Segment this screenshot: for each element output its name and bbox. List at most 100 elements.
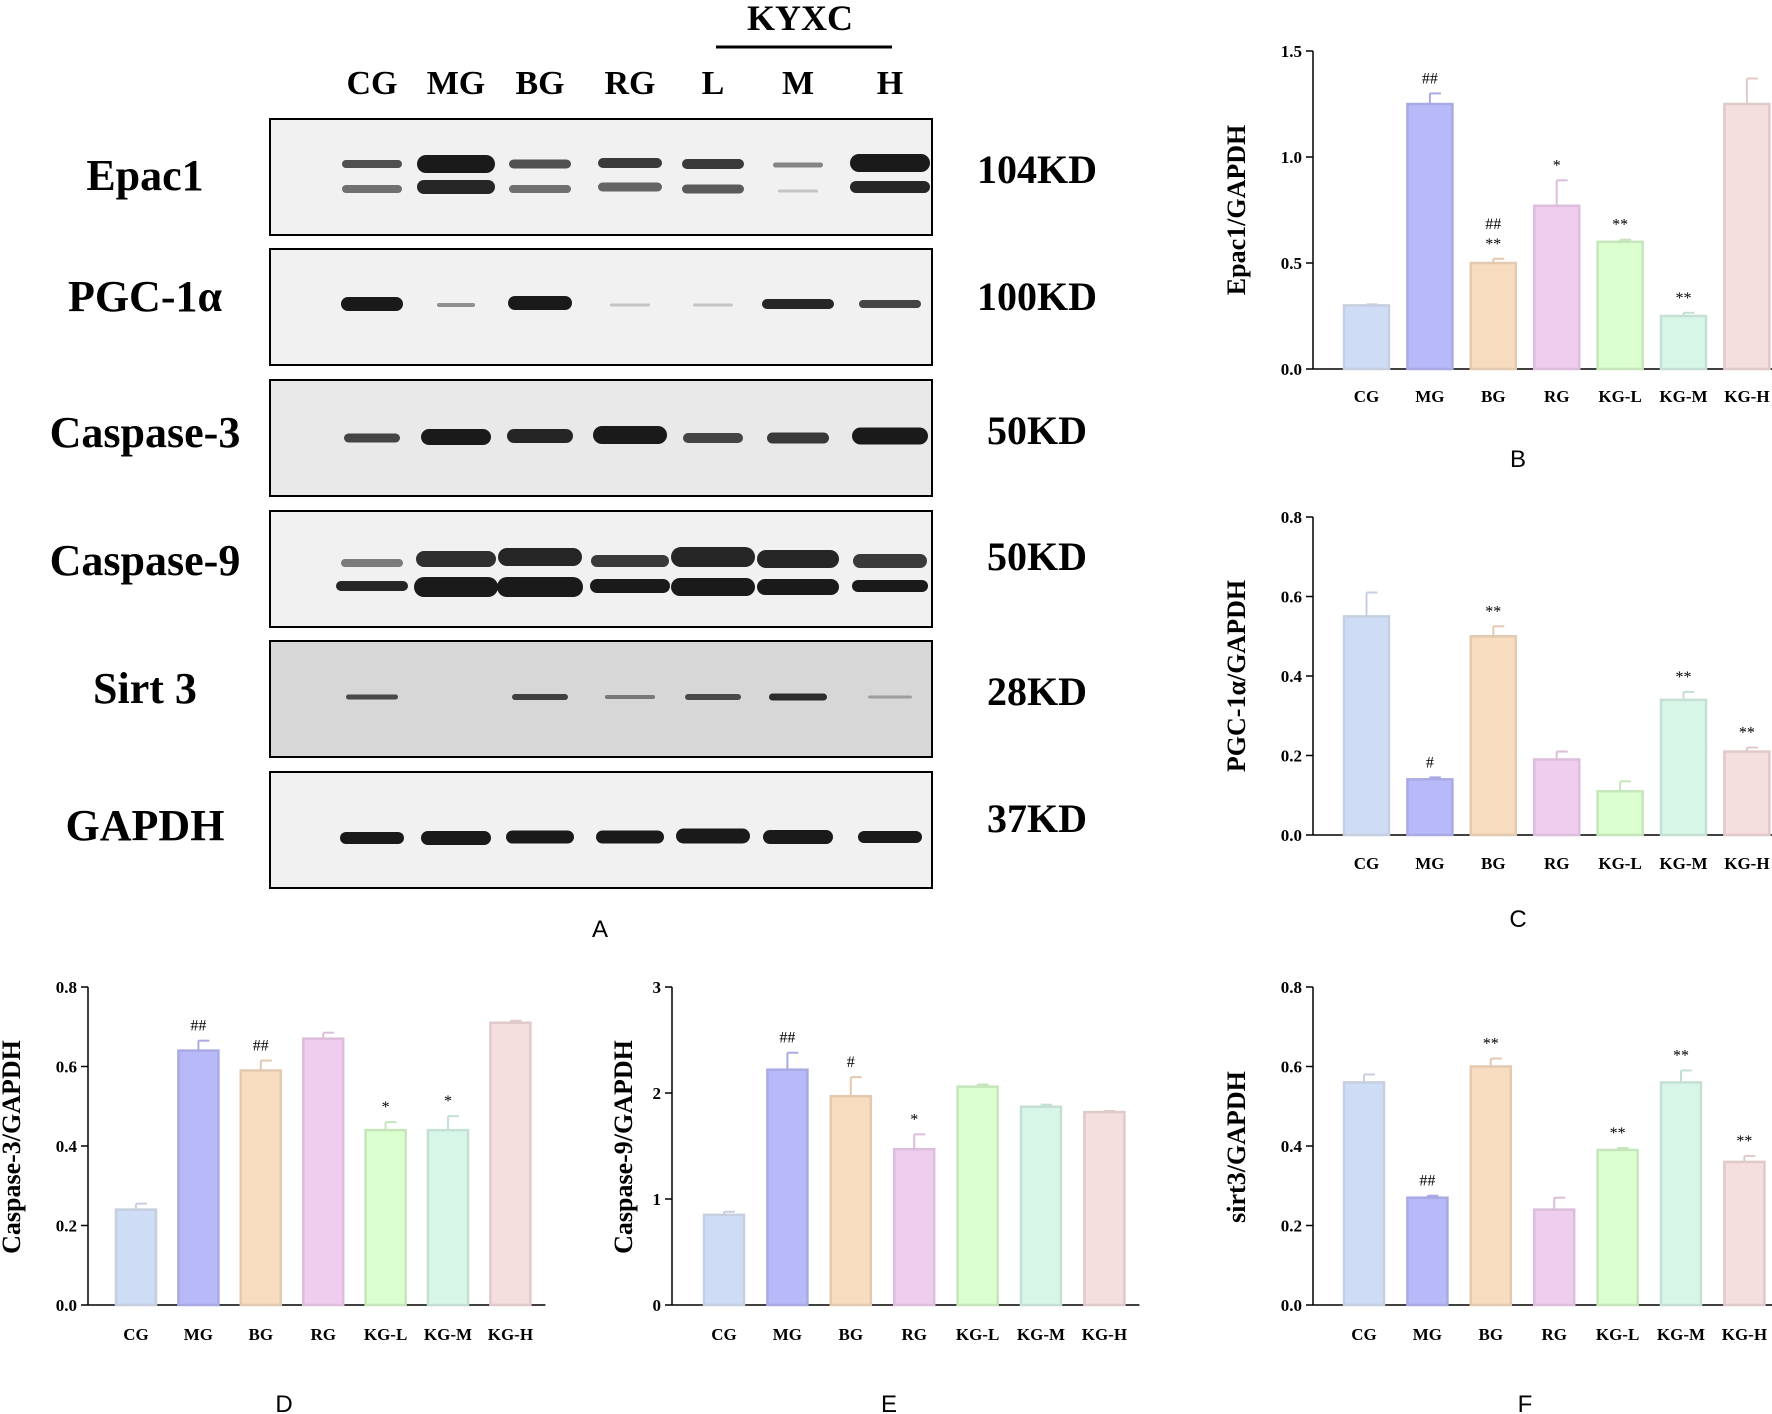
significance-mark-1-2: ** <box>1485 603 1501 620</box>
category-label-4-6: KG-H <box>1722 1325 1767 1344</box>
y-tick-label-2-2: 0.4 <box>56 1137 78 1156</box>
band-r2-l4-0 <box>683 433 743 443</box>
band-r3-l5-0 <box>757 550 839 568</box>
significance-mark-3-2: # <box>847 1054 855 1071</box>
bar-1-6 <box>1723 750 1771 837</box>
y-tick-label-1-4: 0.8 <box>1281 508 1302 527</box>
bar-1-3 <box>1532 758 1581 837</box>
y-axis-label-0: Epac1/GAPDH <box>1222 125 1251 295</box>
category-label-4-3: RG <box>1541 1325 1567 1344</box>
band-r1-l5-0 <box>762 299 834 309</box>
blot-row-2: Caspase-3 50KD <box>50 379 1087 497</box>
band-r0-l3-1 <box>598 182 662 192</box>
blot-row-0: Epac1 104KD <box>86 118 1097 236</box>
significance-mark-0-2: ## ** <box>1485 216 1501 253</box>
y-tick-label-3-2: 2 <box>653 1084 662 1103</box>
category-label-3-3: RG <box>901 1325 927 1344</box>
bar-4-0 <box>1342 1081 1386 1307</box>
lane-label-6: H <box>877 65 903 102</box>
band-r0-l1-1 <box>417 180 495 194</box>
y-axis-label-3: Caspase-9/GAPDH <box>609 1040 638 1254</box>
band-r3-l5-1 <box>757 579 839 595</box>
bar-0-6 <box>1723 102 1771 371</box>
significance-mark-4-4: ** <box>1610 1125 1626 1142</box>
band-r5-l3-0 <box>596 830 664 844</box>
bar-3-3 <box>892 1147 936 1307</box>
band-r3-l3-1 <box>590 579 670 593</box>
significance-mark-2-1: ## <box>190 1018 206 1035</box>
y-tick-label-2-3: 0.6 <box>56 1058 77 1077</box>
category-label-4-2: BG <box>1479 1325 1504 1344</box>
significance-line-1-1-0: # <box>1426 754 1434 771</box>
significance-line-2-2-0: ## <box>253 1038 269 1055</box>
category-label-4-5: KG-M <box>1657 1325 1705 1344</box>
category-label-1-3: RG <box>1544 854 1570 873</box>
significance-line-3-1-0: ## <box>779 1030 795 1047</box>
band-r1-l2-0 <box>508 296 572 310</box>
significance-mark-1-1: # <box>1426 754 1434 771</box>
category-label-0-1: MG <box>1415 387 1444 406</box>
bar-1-2 <box>1469 635 1518 837</box>
blot-frame-3 <box>269 510 933 628</box>
category-label-3-4: KG-L <box>956 1325 999 1344</box>
significance-line-3-3-0: * <box>910 1111 918 1128</box>
significance-line-0-4-0: ** <box>1612 217 1628 234</box>
bar-4-5 <box>1659 1081 1703 1307</box>
protein-label-2: Caspase-3 <box>50 408 241 457</box>
significance-line-1-6-0: ** <box>1739 725 1755 742</box>
significance-line-3-2-0: # <box>847 1054 855 1071</box>
category-label-2-6: KG-H <box>488 1325 533 1344</box>
lane-labels: CG MG BG RG L M H <box>347 65 904 102</box>
protein-label-5: GAPDH <box>66 801 225 850</box>
protein-label-0: Epac1 <box>86 151 203 200</box>
bar-0-0 <box>1342 304 1391 371</box>
band-r3-l2-0 <box>498 548 582 566</box>
bar-3-4 <box>956 1085 999 1307</box>
band-r0-l4-0 <box>682 159 744 169</box>
category-label-0-6: KG-H <box>1724 387 1769 406</box>
band-r1-l0-0 <box>341 297 403 311</box>
significance-line-4-6-0: ** <box>1736 1133 1752 1150</box>
y-tick-label-1-3: 0.6 <box>1281 588 1302 607</box>
y-tick-label-3-1: 1 <box>653 1190 662 1209</box>
band-r5-l4-0 <box>676 828 750 844</box>
bar-2-1 <box>177 1049 220 1307</box>
bar-1-4 <box>1596 790 1644 837</box>
bar-4-4 <box>1596 1148 1639 1307</box>
band-r0-l4-1 <box>682 184 744 194</box>
band-r2-l0-0 <box>344 433 400 443</box>
significance-mark-4-6: ** <box>1736 1133 1752 1150</box>
bar-1-0 <box>1342 615 1391 837</box>
band-r4-l4-0 <box>685 694 741 700</box>
significance-line-4-1-0: ## <box>1419 1173 1435 1190</box>
chart-b: 0.0 0.5 1.0 1.5 Epac1/GAPDH CG MG ## BG ## ** RG * KG… <box>1222 42 1772 473</box>
category-label-3-1: MG <box>773 1325 802 1344</box>
band-r0-l6-1 <box>850 181 930 193</box>
protein-label-4: Sirt 3 <box>93 664 197 713</box>
bar-3-2 <box>829 1094 873 1307</box>
category-label-2-5: KG-M <box>424 1325 472 1344</box>
category-label-3-6: KG-H <box>1082 1325 1127 1344</box>
category-label-0-4: KG-L <box>1598 387 1641 406</box>
band-r3-l4-0 <box>671 547 755 567</box>
bar-4-1 <box>1406 1196 1449 1307</box>
chart-c: 0.0 0.2 0.4 0.6 0.8 PGC-1α/GAPDH CG MG # BG ** RG KG… <box>1222 508 1772 933</box>
category-label-2-0: CG <box>123 1325 149 1344</box>
y-tick-label-4-2: 0.4 <box>1281 1137 1303 1156</box>
category-label-2-2: BG <box>249 1325 274 1344</box>
bar-0-4 <box>1596 240 1644 371</box>
band-r3-l4-1 <box>671 578 755 596</box>
y-axis-label-1: PGC-1α/GAPDH <box>1222 580 1251 772</box>
bar-1-1 <box>1406 778 1454 837</box>
band-r3-l0-0 <box>341 559 403 567</box>
chart-d: 0.0 0.2 0.4 0.6 0.8 Caspase-3/GAPDH CG MG ## BG ##… <box>0 978 546 1414</box>
bar-4-6 <box>1723 1160 1766 1307</box>
size-label-5: 37KD <box>987 796 1087 841</box>
significance-line-0-2-0: ## <box>1485 216 1501 233</box>
significance-line-0-1-0: ## <box>1422 70 1438 87</box>
band-r2-l5-0 <box>767 432 829 444</box>
bar-3-5 <box>1019 1105 1063 1307</box>
significance-mark-1-5: ** <box>1676 669 1692 686</box>
